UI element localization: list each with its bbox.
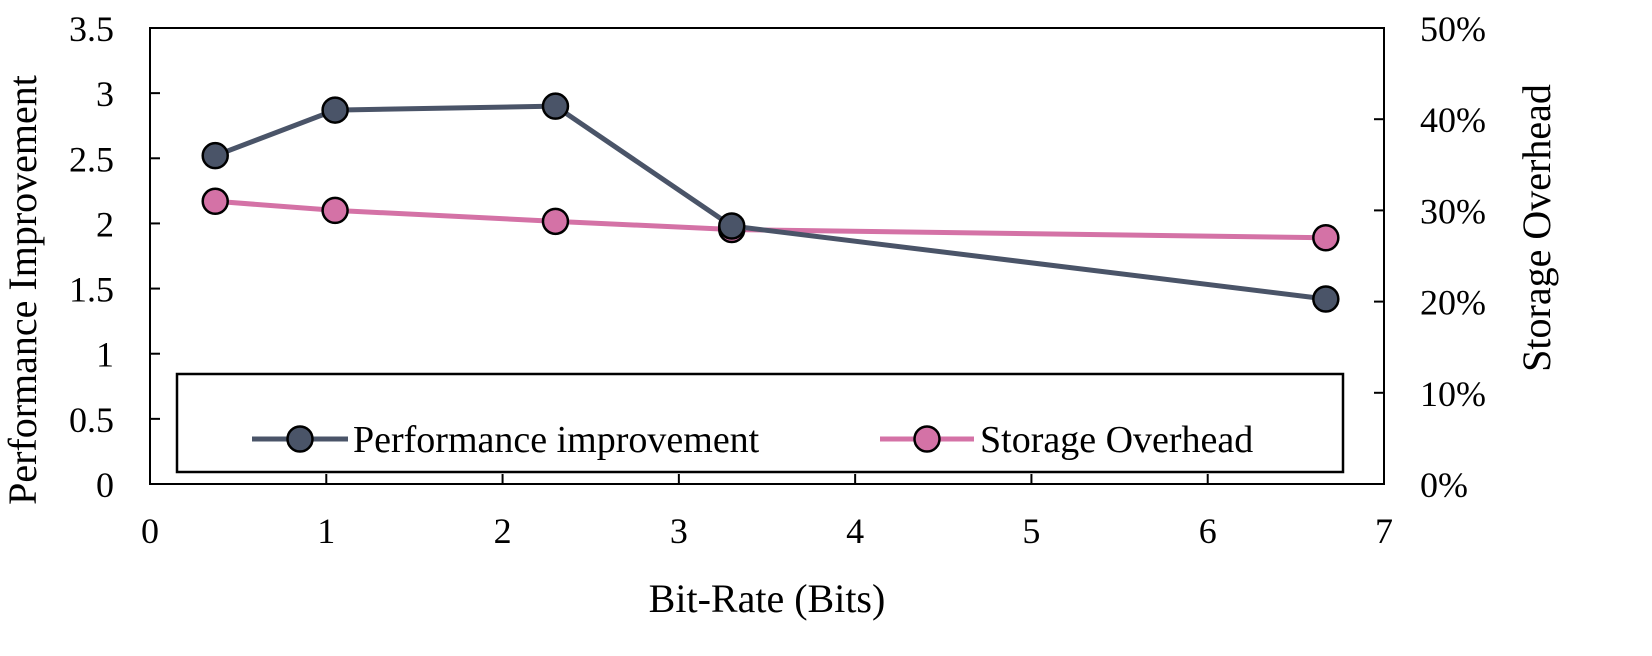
series-performance-improvement (201, 92, 1340, 313)
x-axis-title: Bit-Rate (Bits) (649, 576, 886, 621)
y-tick-label: 3.5 (69, 9, 114, 49)
y-tick-label: 1 (96, 335, 114, 375)
series-layer (201, 92, 1340, 313)
data-point-performance-improvement (321, 96, 349, 124)
y-axis-right-title: Storage Overhead (1514, 84, 1559, 372)
legend-marker-performance-improvement (286, 425, 314, 453)
data-point-storage-overhead (201, 187, 229, 216)
y-tick-label: 3 (96, 74, 114, 114)
x-tick-label: 2 (494, 511, 512, 551)
data-point-storage-overhead (541, 207, 570, 236)
x-tick-label: 3 (670, 511, 688, 551)
y2-tick-label: 40% (1420, 100, 1486, 140)
x-tick-label: 0 (141, 511, 159, 551)
y-axis-left: 0 0.5 1 1.5 2 2.5 3 3.5 (69, 9, 160, 505)
data-point-storage-overhead (1312, 224, 1340, 252)
legend-box (175, 372, 1345, 474)
legend-marker-storage-overhead (913, 425, 941, 453)
y2-tick-label: 50% (1420, 9, 1486, 49)
x-tick-label: 5 (1022, 511, 1040, 551)
data-point-storage-overhead (321, 196, 349, 225)
x-tick-label: 1 (317, 511, 335, 551)
x-axis: 0 1 2 3 4 5 6 7 (141, 474, 1393, 551)
data-point-performance-improvement (201, 141, 229, 170)
y-tick-label: 2.5 (69, 139, 114, 179)
y2-tick-label: 0% (1420, 465, 1468, 505)
y-tick-label: 1.5 (69, 270, 114, 310)
x-tick-label: 6 (1199, 511, 1217, 551)
y-axis-left-title: Performance Improvement (0, 75, 45, 505)
y-tick-label: 0 (96, 465, 114, 505)
data-point-performance-improvement (717, 212, 746, 240)
x-tick-label: 4 (846, 511, 864, 551)
data-point-performance-improvement (541, 92, 570, 120)
y2-tick-label: 30% (1420, 191, 1486, 231)
y-tick-label: 0.5 (69, 400, 114, 440)
y2-tick-label: 20% (1420, 283, 1486, 323)
legend-label-performance-improvement: Performance improvement (353, 419, 760, 461)
y-tick-label: 2 (96, 204, 114, 244)
data-point-performance-improvement (1312, 285, 1340, 313)
legend: Performance improvement Storage Overhead (175, 372, 1345, 474)
y2-tick-label: 10% (1420, 374, 1486, 414)
y-axis-right: 0% 10% 20% 30% 40% 50% (1374, 9, 1486, 505)
x-tick-label: 7 (1375, 511, 1393, 551)
legend-label-storage-overhead: Storage Overhead (980, 419, 1253, 461)
